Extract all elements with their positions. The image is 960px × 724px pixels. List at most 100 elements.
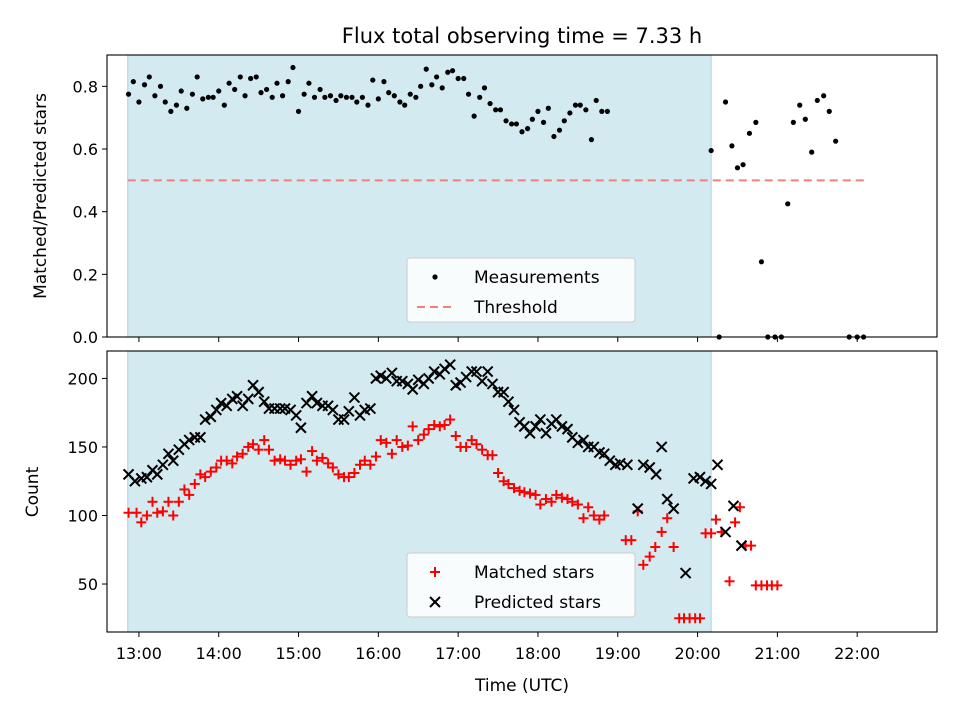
measurement-point	[599, 108, 605, 114]
predicted-star-point	[529, 420, 542, 433]
predicted-star-point	[215, 397, 227, 409]
matched-star-point	[386, 448, 397, 459]
matched-star-point	[152, 507, 163, 518]
measurement-point	[173, 102, 180, 108]
measurement-point	[370, 77, 376, 83]
matched-star-point	[147, 496, 158, 507]
matched-star-point	[131, 507, 142, 518]
matched-star-point	[402, 440, 413, 451]
matched-star-point	[662, 513, 673, 524]
predicted-star-point	[406, 383, 419, 396]
predicted-star-point	[375, 369, 387, 382]
measurement-point	[322, 94, 328, 100]
predicted-star-point	[327, 404, 339, 416]
matched-star-point	[668, 542, 679, 553]
predicted-star-point	[274, 402, 286, 415]
measurement-point	[264, 86, 270, 93]
matched-star-point	[253, 444, 264, 455]
predicted-star-point	[306, 390, 318, 402]
predicted-star-point	[129, 475, 141, 487]
matched-star-point	[530, 489, 541, 500]
matched-star-point	[163, 496, 174, 507]
legend-dot-icon	[432, 274, 438, 280]
measurement-point	[790, 119, 796, 125]
measurement-point	[746, 130, 753, 136]
matched-star-point	[168, 510, 179, 521]
matched-star-point	[327, 462, 338, 473]
predicted-star-point	[621, 459, 634, 471]
predicted-star-point	[338, 413, 350, 426]
measurement-point	[343, 94, 350, 100]
measurement-point	[317, 86, 323, 93]
measurement-point	[381, 79, 387, 85]
x-tick-label: 18:00	[515, 644, 561, 663]
matched-star-point	[734, 502, 745, 513]
measurement-point	[274, 80, 280, 86]
predicted-star-point	[466, 365, 478, 378]
predicted-star-point	[497, 386, 510, 398]
matched-star-point	[540, 494, 551, 505]
matched-star-point	[772, 580, 783, 591]
measurement-point	[445, 69, 451, 75]
measurement-point	[157, 83, 164, 89]
matched-star-point	[588, 510, 599, 521]
matched-star-point	[710, 514, 721, 525]
measurement-point	[593, 97, 599, 104]
x-tick-label: 17:00	[435, 644, 481, 663]
matched-star-point	[706, 528, 717, 539]
matched-star-point	[524, 488, 535, 499]
y-tick-label: 0.6	[73, 140, 98, 159]
predicted-star-point	[699, 475, 712, 487]
measurement-point	[519, 129, 525, 135]
measurement-point	[311, 94, 318, 100]
measurement-point	[509, 121, 515, 127]
matched-star-point	[307, 446, 318, 457]
matched-star-point	[232, 451, 243, 462]
measurement-point	[269, 94, 275, 100]
matched-star-point	[638, 559, 649, 570]
predicted-star-point	[502, 396, 515, 408]
measurement-point	[588, 137, 595, 143]
measurement-point	[359, 94, 365, 100]
matched-star-point	[275, 454, 286, 465]
measurement-point	[258, 90, 264, 96]
matched-star-point	[650, 542, 661, 553]
measurement-point	[327, 93, 334, 99]
measurement-point	[189, 91, 195, 97]
predicted-star-point	[711, 459, 724, 471]
measurement-point	[162, 99, 168, 105]
matched-star-point	[397, 441, 408, 452]
matched-star-point	[375, 435, 386, 446]
axes-frame	[106, 54, 938, 338]
matched-star-point	[445, 414, 456, 425]
matched-star-point	[173, 496, 184, 507]
measurement-point	[354, 99, 360, 105]
matched-star-point	[333, 469, 344, 480]
legend-label: Matched stars	[474, 563, 594, 583]
measurement-point	[232, 86, 238, 93]
matched-star-point	[311, 455, 322, 466]
measurement-point	[802, 116, 808, 122]
measurement-point	[481, 85, 488, 91]
predicted-star-point	[561, 423, 574, 435]
matched-star-point	[423, 424, 434, 435]
measurement-point	[753, 119, 759, 125]
matched-star-point	[279, 455, 290, 466]
measurement-point	[797, 102, 803, 108]
measurement-point	[503, 118, 509, 124]
bottom-panel: 50 100 150 200 13:00 14:00 15:00 16:00 17:00 18:0…	[67, 350, 938, 663]
matched-star-point	[567, 496, 578, 507]
measurement-point	[248, 75, 254, 82]
measurement-point	[497, 107, 504, 113]
measurement-point	[295, 108, 302, 114]
predicted-star-point	[667, 502, 680, 515]
predicted-star-point	[694, 471, 706, 483]
measurement-point	[461, 75, 467, 82]
x-tick-label: 15:00	[275, 644, 321, 663]
measurement-point	[397, 99, 403, 105]
measurement-point	[455, 75, 461, 82]
measurement-point	[535, 108, 541, 114]
legend-plus-icon	[430, 567, 440, 577]
measurement-point	[826, 108, 832, 114]
y-tick-label: 0.8	[73, 77, 98, 96]
